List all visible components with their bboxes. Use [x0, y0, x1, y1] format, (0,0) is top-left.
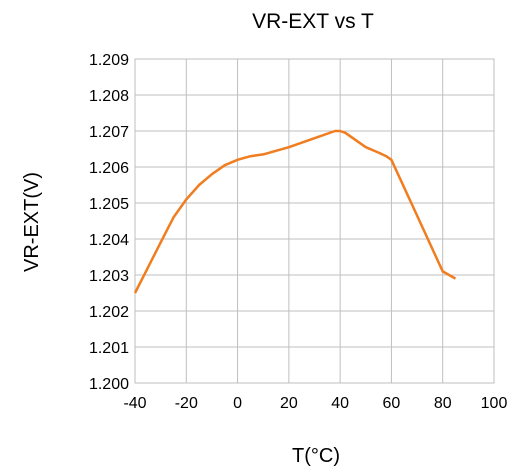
- x-tick-label: 80: [434, 395, 452, 412]
- x-tick-label: -20: [175, 395, 198, 412]
- chart-title: VR-EXT vs T: [252, 10, 374, 33]
- x-axis-title: T(°C): [292, 445, 340, 467]
- y-tick-label: 1.204: [89, 232, 129, 249]
- y-tick-label: 1.203: [89, 268, 129, 285]
- x-tick-label: 0: [233, 395, 242, 412]
- y-tick-label: 1.209: [89, 52, 129, 69]
- y-tick-labels: 1.200 1.201 1.202 1.203 1.204 1.205 1.206 1.207…: [89, 52, 129, 393]
- y-tick-label: 1.208: [89, 88, 129, 105]
- x-tick-label: 40: [331, 395, 349, 412]
- x-tick-label: 20: [280, 395, 298, 412]
- series-line: [133, 129, 457, 294]
- y-tick-label: 1.202: [89, 304, 129, 321]
- x-tick-label: 100: [481, 395, 508, 412]
- grid: [134, 58, 495, 384]
- x-tick-label: -40: [123, 395, 146, 412]
- y-tick-label: 1.205: [89, 196, 129, 213]
- plot-area: [134, 58, 495, 384]
- y-axis-title: VR-EXT(V): [21, 172, 43, 272]
- series-group: [133, 129, 457, 294]
- y-tick-label: 1.200: [89, 376, 129, 393]
- x-tick-labels: -40 -20 0 20 40 60 80 100: [123, 395, 507, 412]
- y-tick-label: 1.207: [89, 124, 129, 141]
- y-tick-label: 1.206: [89, 160, 129, 177]
- y-tick-label: 1.201: [89, 340, 129, 357]
- x-tick-label: 60: [383, 395, 401, 412]
